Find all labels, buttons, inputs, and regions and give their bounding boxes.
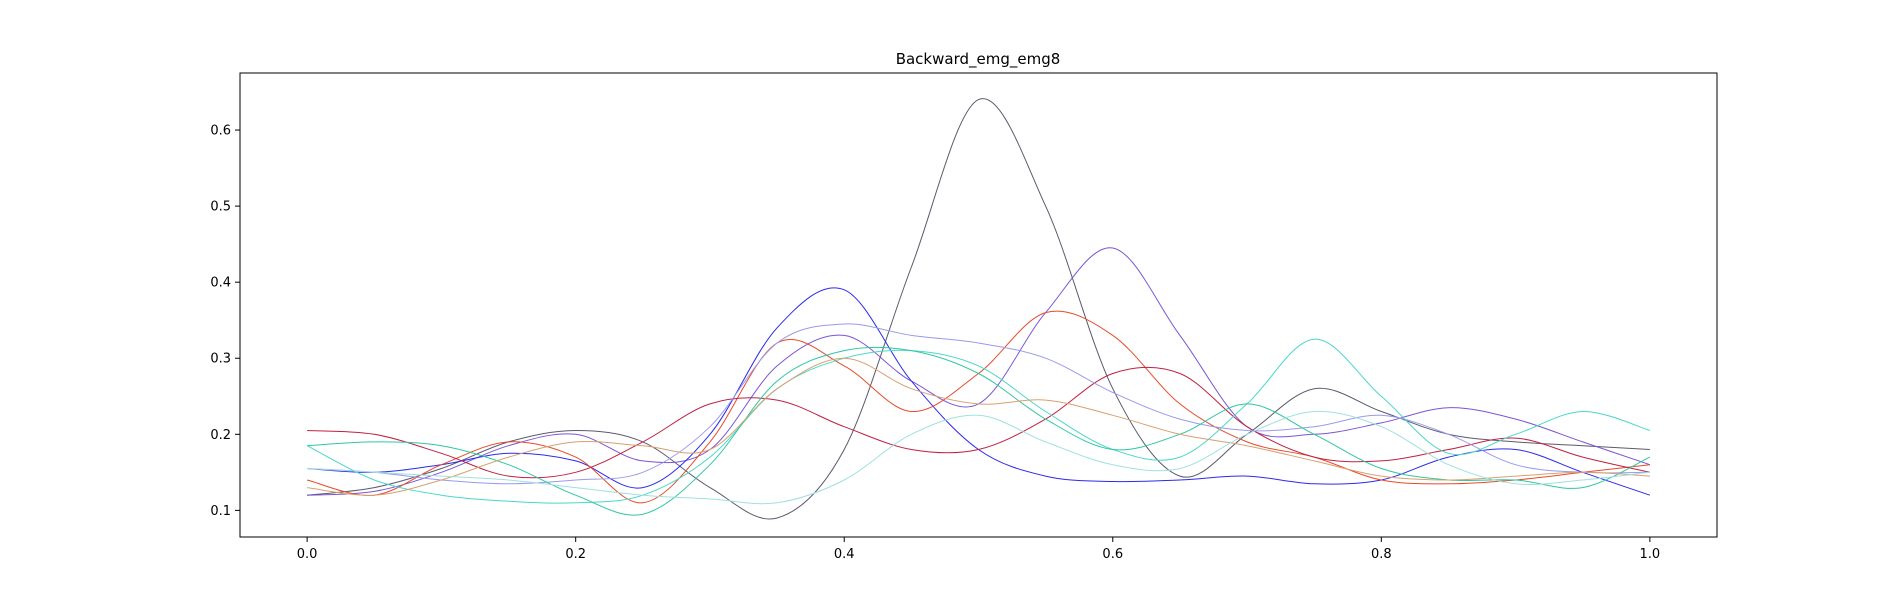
y-tick-label: 0.2 bbox=[210, 428, 231, 443]
series-line-1 bbox=[307, 98, 1650, 520]
y-tick-label: 0.1 bbox=[210, 504, 231, 519]
x-tick-label: 0.2 bbox=[565, 547, 586, 562]
series-line-4 bbox=[306, 310, 1650, 504]
series-line-2 bbox=[307, 247, 1651, 496]
chart-title: Backward_emg_emg8 bbox=[896, 50, 1061, 69]
series-line-9 bbox=[307, 357, 1650, 496]
plot-frame bbox=[239, 72, 1718, 538]
x-tick-label: 1.0 bbox=[1640, 547, 1661, 562]
y-tick-label: 0.4 bbox=[210, 276, 231, 291]
series-layer bbox=[306, 98, 1651, 520]
series-line-8 bbox=[307, 346, 1651, 516]
series-line-6 bbox=[307, 323, 1650, 485]
x-tick-label: 0.8 bbox=[1371, 547, 1392, 562]
x-tick-label: 0.0 bbox=[297, 547, 318, 562]
series-line-7 bbox=[306, 338, 1651, 504]
y-tick-label: 0.5 bbox=[210, 200, 231, 215]
x-tick-label: 0.4 bbox=[834, 547, 855, 562]
y-tick-label: 0.6 bbox=[210, 124, 231, 139]
series-line-10 bbox=[307, 410, 1650, 505]
series-line-3 bbox=[307, 287, 1651, 496]
x-tick-label: 0.6 bbox=[1102, 547, 1123, 562]
y-tick-label: 0.3 bbox=[210, 352, 231, 367]
x-axis: 0.0 0.2 0.4 0.6 0.8 1.0 bbox=[297, 537, 1660, 562]
y-axis: 0.1 0.2 0.3 0.4 0.5 0.6 bbox=[210, 124, 240, 519]
series-line-5 bbox=[307, 366, 1651, 479]
